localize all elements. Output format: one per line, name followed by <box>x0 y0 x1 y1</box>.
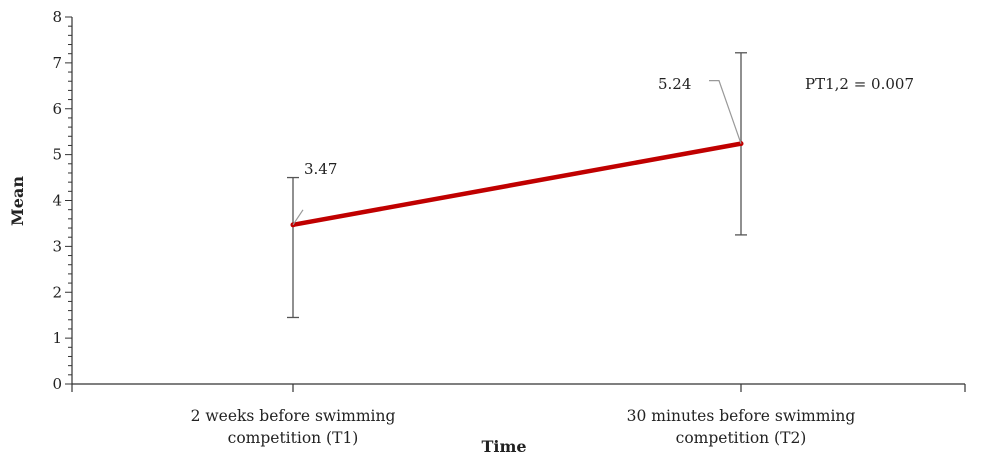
data-label: 5.24 <box>658 75 691 93</box>
y-axis-title: Mean <box>8 176 27 226</box>
y-ticks: 0 1 2 3 4 5 6 7 8 <box>52 8 72 393</box>
p-value-annotation: PT1,2 = 0.007 <box>805 75 914 93</box>
data-label-leader <box>709 80 742 144</box>
y-tick-label: 1 <box>52 329 62 347</box>
data-labels: 3.47 5.24 <box>292 75 742 226</box>
x-ticks: 2 weeks before swimming competition (T1) 3… <box>191 384 856 447</box>
x-tick-label-line: competition (T1) <box>228 429 359 447</box>
series-lines <box>290 141 744 228</box>
y-tick-label: 6 <box>52 100 62 118</box>
x-tick-label-line: 2 weeks before swimming <box>191 407 396 425</box>
x-tick-label: 2 weeks before swimming competition (T1) <box>191 407 396 447</box>
y-tick-label: 0 <box>52 375 62 393</box>
x-tick-label-line: competition (T2) <box>676 429 807 447</box>
axes <box>71 17 966 392</box>
x-tick-label: 30 minutes before swimming competition (T… <box>627 407 856 447</box>
y-tick-label: 7 <box>52 54 62 72</box>
y-tick-label: 3 <box>52 237 62 255</box>
series-line <box>290 141 744 228</box>
y-tick-label: 5 <box>52 146 62 164</box>
y-tick-label: 2 <box>52 283 62 301</box>
x-axis-title: Time <box>481 437 526 456</box>
data-label-leader <box>292 209 304 226</box>
data-label: 3.47 <box>304 160 337 178</box>
x-tick-label-line: 30 minutes before swimming <box>627 407 856 425</box>
y-tick-label: 8 <box>52 8 62 26</box>
y-tick-label: 4 <box>52 192 62 210</box>
